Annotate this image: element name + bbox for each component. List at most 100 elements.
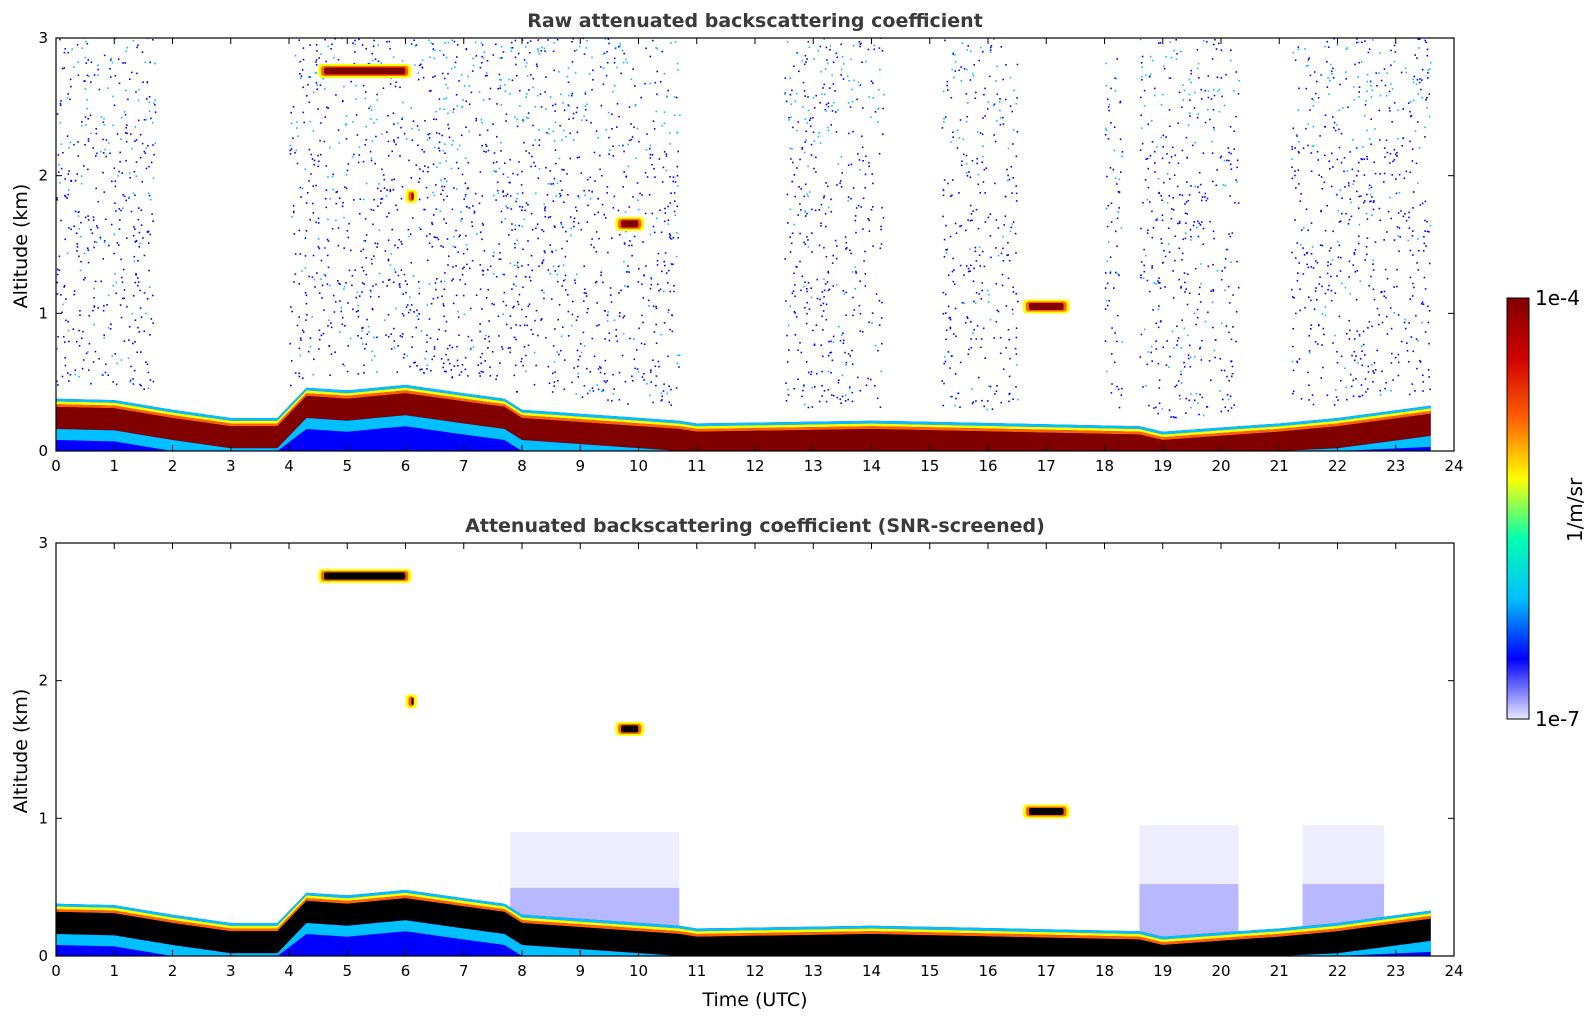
noise-pixel bbox=[1294, 219, 1296, 221]
noise-pixel bbox=[835, 257, 838, 260]
noise-pixel bbox=[527, 112, 530, 114]
noise-pixel bbox=[519, 324, 522, 327]
noise-pixel bbox=[368, 331, 370, 333]
noise-pixel bbox=[1154, 94, 1156, 97]
noise-pixel bbox=[630, 123, 632, 125]
noise-pixel bbox=[347, 302, 349, 304]
noise-pixel bbox=[1409, 110, 1411, 113]
noise-pixel bbox=[1389, 162, 1391, 164]
noise-pixel bbox=[90, 81, 92, 83]
noise-pixel bbox=[1175, 416, 1177, 419]
noise-pixel bbox=[1321, 285, 1323, 288]
noise-pixel bbox=[1187, 354, 1190, 356]
noise-pixel bbox=[463, 313, 466, 316]
noise-pixel bbox=[527, 240, 529, 242]
noise-pixel bbox=[525, 354, 527, 357]
noise-pixel bbox=[1173, 49, 1175, 52]
noise-pixel bbox=[310, 153, 313, 156]
noise-pixel bbox=[1170, 217, 1173, 220]
noise-pixel bbox=[669, 176, 671, 178]
noise-pixel bbox=[1292, 296, 1294, 298]
x-tick-label: 14 bbox=[862, 457, 881, 475]
noise-pixel bbox=[364, 97, 367, 100]
noise-pixel bbox=[556, 280, 559, 283]
noise-pixel bbox=[107, 87, 109, 89]
noise-pixel bbox=[454, 66, 456, 68]
noise-pixel bbox=[633, 358, 636, 361]
noise-pixel bbox=[443, 218, 445, 220]
noise-pixel bbox=[1147, 167, 1149, 170]
noise-pixel bbox=[1110, 202, 1113, 204]
noise-pixel bbox=[439, 210, 442, 213]
noise-pixel bbox=[534, 139, 537, 141]
noise-pixel bbox=[1368, 187, 1371, 190]
noise-pixel bbox=[150, 198, 152, 201]
noise-pixel bbox=[57, 384, 59, 386]
noise-pixel bbox=[945, 249, 947, 251]
noise-pixel bbox=[431, 27, 433, 29]
noise-pixel bbox=[987, 101, 990, 103]
noise-pixel bbox=[401, 118, 403, 120]
noise-pixel bbox=[533, 351, 536, 354]
noise-pixel bbox=[1224, 184, 1227, 187]
noise-pixel bbox=[409, 309, 412, 311]
noise-pixel bbox=[845, 361, 848, 364]
noise-pixel bbox=[521, 170, 523, 173]
noise-pixel bbox=[559, 192, 561, 195]
noise-pixel bbox=[338, 27, 340, 29]
y-tick-label: 1 bbox=[38, 304, 48, 322]
noise-pixel bbox=[502, 191, 504, 193]
noise-pixel bbox=[81, 367, 84, 370]
noise-pixel bbox=[525, 202, 528, 204]
noise-pixel bbox=[1356, 270, 1359, 272]
noise-pixel bbox=[1207, 96, 1210, 99]
noise-pixel bbox=[675, 387, 678, 389]
noise-pixel bbox=[327, 325, 329, 327]
noise-pixel bbox=[649, 287, 652, 290]
noise-pixel bbox=[531, 269, 533, 272]
noise-pixel bbox=[438, 328, 440, 331]
noise-pixel bbox=[971, 219, 973, 221]
noise-pixel bbox=[1170, 416, 1172, 418]
noise-pixel bbox=[324, 88, 326, 90]
noise-pixel bbox=[667, 282, 669, 284]
noise-pixel bbox=[102, 152, 105, 154]
noise-pixel bbox=[655, 305, 657, 308]
noise-pixel bbox=[1231, 365, 1234, 368]
noise-pixel bbox=[107, 294, 110, 297]
noise-pixel bbox=[561, 139, 563, 141]
noise-pixel bbox=[525, 62, 528, 64]
elevated-layer-core bbox=[411, 192, 414, 200]
noise-pixel bbox=[78, 228, 80, 230]
noise-pixel bbox=[843, 293, 846, 295]
noise-pixel bbox=[963, 302, 965, 305]
noise-pixel bbox=[59, 102, 62, 105]
noise-pixel bbox=[833, 33, 835, 35]
noise-pixel bbox=[553, 360, 556, 363]
noise-pixel bbox=[433, 49, 436, 52]
noise-pixel bbox=[1353, 350, 1356, 353]
noise-pixel bbox=[1334, 26, 1336, 28]
noise-pixel bbox=[443, 288, 446, 290]
noise-pixel bbox=[499, 252, 501, 254]
noise-pixel bbox=[459, 30, 461, 32]
noise-pixel bbox=[81, 125, 83, 127]
noise-pixel bbox=[139, 134, 142, 136]
noise-pixel bbox=[789, 251, 792, 253]
noise-pixel bbox=[472, 64, 475, 67]
noise-pixel bbox=[823, 390, 826, 392]
noise-pixel bbox=[555, 195, 557, 197]
noise-pixel bbox=[1010, 226, 1013, 229]
noise-pixel bbox=[1198, 293, 1200, 295]
noise-pixel bbox=[318, 247, 321, 250]
elevated-layer-core bbox=[324, 572, 406, 580]
noise-pixel bbox=[1196, 316, 1199, 319]
noise-pixel bbox=[1141, 79, 1143, 81]
noise-pixel bbox=[1408, 211, 1410, 214]
noise-pixel bbox=[1211, 140, 1213, 143]
noise-pixel bbox=[1345, 48, 1348, 51]
noise-pixel bbox=[1384, 387, 1386, 390]
noise-pixel bbox=[1108, 103, 1111, 106]
noise-pixel bbox=[319, 36, 321, 38]
noise-pixel bbox=[121, 172, 123, 174]
